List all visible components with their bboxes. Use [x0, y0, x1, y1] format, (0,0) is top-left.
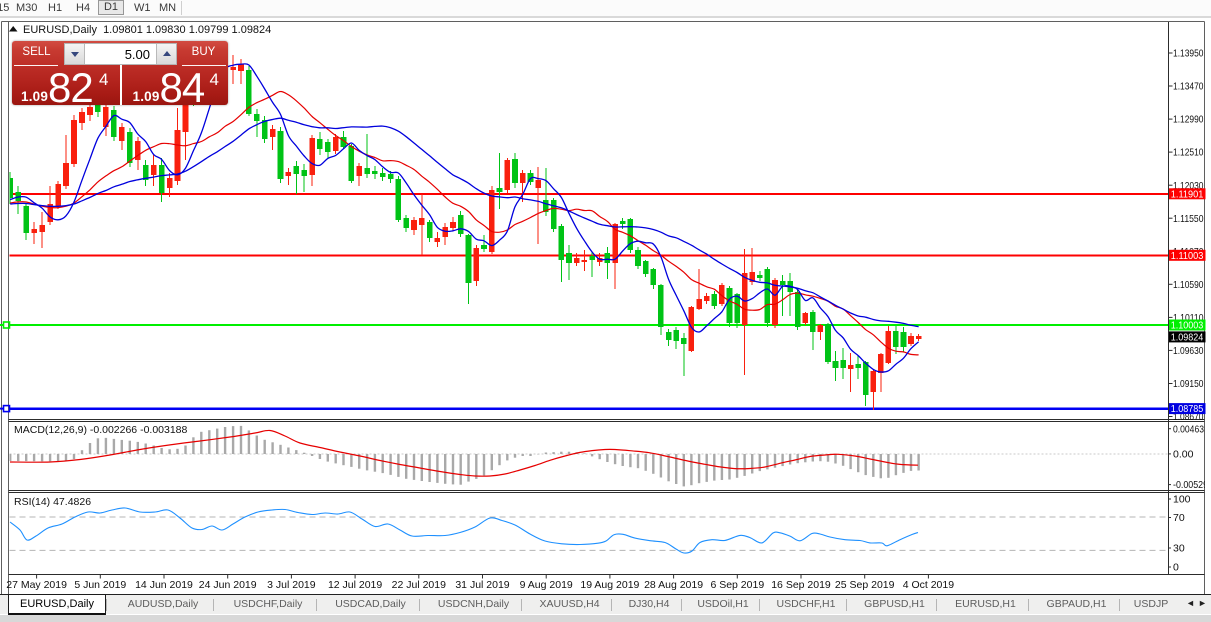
- svg-text:25 Sep 2019: 25 Sep 2019: [835, 579, 895, 591]
- svg-text:1.12510: 1.12510: [1173, 147, 1204, 159]
- svg-text:-0.005299: -0.005299: [1173, 479, 1211, 491]
- svg-text:24 Jun 2019: 24 Jun 2019: [199, 579, 257, 591]
- svg-text:12 Jul 2019: 12 Jul 2019: [328, 579, 382, 591]
- svg-text:4 Oct 2019: 4 Oct 2019: [903, 579, 955, 591]
- svg-text:EURUSD,Daily 1.09801 1.09830: EURUSD,Daily 1.09801 1.09830 1.09799 1.0…: [23, 24, 271, 36]
- svg-text:6 Sep 2019: 6 Sep 2019: [710, 579, 764, 591]
- svg-text:5 Jun 2019: 5 Jun 2019: [74, 579, 126, 591]
- svg-text:30: 30: [1173, 543, 1185, 555]
- svg-text:0: 0: [1173, 562, 1179, 574]
- svg-text:1.12990: 1.12990: [1173, 114, 1204, 126]
- svg-text:1.09630: 1.09630: [1173, 345, 1204, 357]
- svg-text:27 May 2019: 27 May 2019: [6, 579, 67, 591]
- svg-text:1.10003: 1.10003: [1171, 321, 1204, 332]
- svg-text:1.11550: 1.11550: [1173, 213, 1204, 225]
- svg-text:1.13470: 1.13470: [1173, 81, 1204, 93]
- svg-text:1.09150: 1.09150: [1173, 378, 1204, 390]
- svg-text:1.13950: 1.13950: [1173, 48, 1204, 60]
- svg-text:31 Jul 2019: 31 Jul 2019: [455, 579, 509, 591]
- svg-text:1.10590: 1.10590: [1173, 279, 1204, 291]
- svg-text:22 Jul 2019: 22 Jul 2019: [392, 579, 446, 591]
- svg-text:9 Aug 2019: 9 Aug 2019: [520, 579, 573, 591]
- svg-text:28 Aug 2019: 28 Aug 2019: [644, 579, 703, 591]
- svg-text:RSI(14) 47.4826: RSI(14) 47.4826: [14, 496, 91, 508]
- svg-text:0.00463: 0.00463: [1173, 423, 1204, 435]
- svg-text:MACD(12,26,9) -0.002266 -0.003: MACD(12,26,9) -0.002266 -0.003188: [14, 424, 188, 436]
- svg-text:3 Jul 2019: 3 Jul 2019: [267, 579, 316, 591]
- svg-text:14 Jun 2019: 14 Jun 2019: [135, 579, 193, 591]
- svg-text:1.08785: 1.08785: [1171, 404, 1204, 415]
- svg-text:100: 100: [1173, 494, 1191, 506]
- svg-text:1.11901: 1.11901: [1171, 189, 1204, 200]
- svg-text:0.00: 0.00: [1173, 449, 1194, 461]
- svg-text:1.09824: 1.09824: [1171, 332, 1204, 343]
- svg-text:1.11003: 1.11003: [1171, 251, 1204, 262]
- svg-text:19 Aug 2019: 19 Aug 2019: [580, 579, 639, 591]
- svg-text:70: 70: [1173, 512, 1185, 524]
- svg-text:16 Sep 2019: 16 Sep 2019: [771, 579, 831, 591]
